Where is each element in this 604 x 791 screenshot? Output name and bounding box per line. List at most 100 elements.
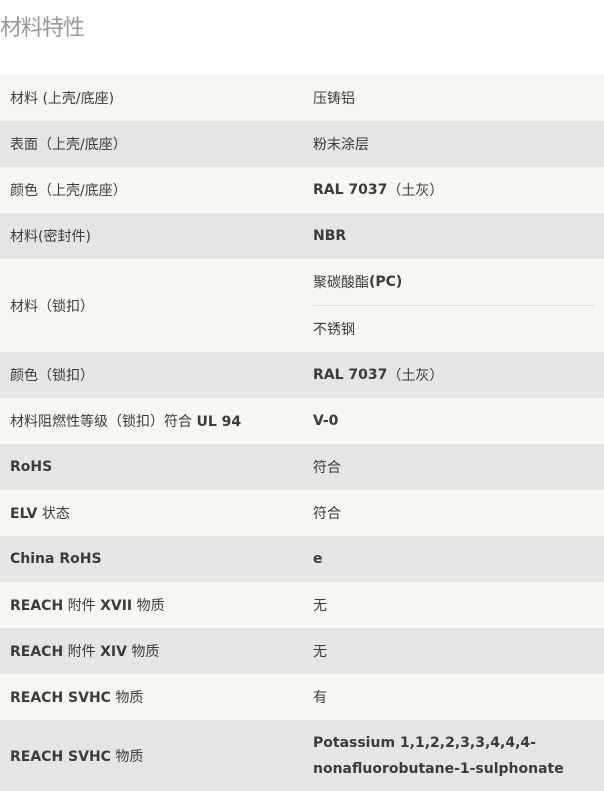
text-segment: REACH SVHC <box>10 690 111 706</box>
text-segment: e <box>313 551 323 567</box>
value-line: V-0 <box>313 398 594 444</box>
table-row: China RoHS e <box>0 536 604 582</box>
text-segment: NBR <box>313 228 347 244</box>
value-line: 不锈钢 <box>313 305 594 352</box>
property-value: 有 <box>313 674 604 720</box>
text-segment: 材料阻燃性等级（锁扣）符合 <box>10 414 197 430</box>
property-label: REACH SVHC 物质 <box>0 674 313 720</box>
table-row: 表面（上壳/底座） 粉末涂层 <box>0 121 604 167</box>
text-segment: UL 94 <box>196 414 242 430</box>
value-line: 符合 <box>313 444 594 490</box>
property-label: REACH SVHC 物质 <box>0 720 313 791</box>
text-segment: 物质 <box>126 644 160 660</box>
property-label: 颜色（上壳/底座） <box>0 167 313 213</box>
text-segment: RAL 7037 <box>313 182 388 198</box>
text-segment: （土灰） <box>387 183 444 199</box>
property-value: Potassium 1,1,2,2,3,3,4,4,4-nonafluorobu… <box>313 720 604 791</box>
value-line: 符合 <box>313 490 594 536</box>
property-value: RAL 7037 （土灰） <box>313 352 604 398</box>
text-segment: XVII <box>100 598 133 614</box>
text-segment: (PC) <box>369 274 403 290</box>
text-segment: XIV <box>100 644 127 660</box>
text-segment: REACH <box>10 598 64 614</box>
text-segment: 符合 <box>313 460 341 476</box>
text-segment: 聚碳酸酯 <box>313 275 369 291</box>
property-label: REACH 附件 XVII 物质 <box>0 582 313 628</box>
property-label: RoHS <box>0 444 313 490</box>
text-segment: 物质 <box>110 690 144 706</box>
property-value: 压铸铝 <box>313 75 604 121</box>
table-row: REACH 附件 XVII 物质无 <box>0 582 604 628</box>
table-row: REACH 附件 XIV 物质无 <box>0 628 604 674</box>
property-value: 粉末涂层 <box>313 121 604 167</box>
text-segment: 颜色（锁扣） <box>10 368 94 384</box>
property-value: V-0 <box>313 398 604 444</box>
value-line: NBR <box>313 213 594 259</box>
property-value: 符合 <box>313 444 604 490</box>
property-label: 材料 (上壳/底座) <box>0 75 313 121</box>
property-value: NBR <box>313 213 604 259</box>
property-label: 表面（上壳/底座） <box>0 121 313 167</box>
property-label: China RoHS <box>0 536 313 582</box>
text-segment: 不锈钢 <box>313 322 355 338</box>
text-segment: 状态 <box>37 506 70 522</box>
property-value: 无 <box>313 582 604 628</box>
text-segment: ELV <box>10 506 38 522</box>
table-row: 材料 (上壳/底座) 压铸铝 <box>0 75 604 121</box>
value-line: RAL 7037 （土灰） <box>313 167 594 213</box>
text-segment: 物质 <box>110 748 144 765</box>
text-segment: 颜色（上壳/底座） <box>10 183 127 199</box>
value-line: 粉末涂层 <box>313 121 594 167</box>
value-line: e <box>313 536 594 582</box>
text-segment: Potassium 1,1,2,2,3,3,4,4,4-nonafluorobu… <box>313 734 564 777</box>
section-title: 材料特性 <box>0 16 85 41</box>
value-line: 压铸铝 <box>313 75 594 121</box>
text-segment: 粉末涂层 <box>313 137 369 153</box>
text-segment: 表面（上壳/底座） <box>10 137 127 153</box>
text-segment: 附件 <box>63 598 101 614</box>
value-line: 有 <box>313 674 594 720</box>
table-row: 颜色（锁扣） RAL 7037 （土灰） <box>0 352 604 398</box>
value-line: 聚碳酸酯 (PC) <box>313 259 594 305</box>
text-segment: 有 <box>313 690 327 706</box>
property-value: RAL 7037 （土灰） <box>313 167 604 213</box>
text-segment: 压铸铝 <box>313 91 355 107</box>
value-line: Potassium 1,1,2,2,3,3,4,4,4-nonafluorobu… <box>313 730 594 782</box>
text-segment: 物质 <box>132 598 165 614</box>
text-segment: RoHS <box>10 459 53 475</box>
text-segment: 无 <box>313 598 327 614</box>
text-segment: REACH SVHC <box>10 748 111 765</box>
table-row: ELV 状态 符合 <box>0 490 604 536</box>
property-value: 无 <box>313 628 604 674</box>
text-segment: RAL 7037 <box>313 367 388 383</box>
text-segment: 材料（锁扣） <box>10 298 94 315</box>
text-segment: V-0 <box>313 413 339 429</box>
property-value: e <box>313 536 604 582</box>
table-row: 材料阻燃性等级（锁扣）符合 UL 94 V-0 <box>0 398 604 444</box>
value-line: RAL 7037 （土灰） <box>313 352 594 398</box>
property-value: 聚碳酸酯 (PC) 不锈钢 <box>313 259 604 352</box>
text-segment: 材料 (上壳/底座) <box>10 91 115 107</box>
text-segment: China RoHS <box>10 551 102 567</box>
value-line: 无 <box>313 582 594 628</box>
property-label: 材料(密封件) <box>0 213 313 259</box>
value-line: 无 <box>313 628 594 674</box>
property-label: 颜色（锁扣） <box>0 352 313 398</box>
table-row: 材料(密封件) NBR <box>0 213 604 259</box>
text-segment: 材料(密封件) <box>10 229 91 245</box>
text-segment: （土灰） <box>387 368 444 384</box>
text-segment: REACH <box>10 644 64 660</box>
text-segment: 无 <box>313 644 327 660</box>
material-properties-table: 材料 (上壳/底座) 压铸铝表面（上壳/底座） 粉末涂层颜色（上壳/底座） RAL 7… <box>0 75 604 791</box>
table-row: 材料（锁扣） 聚碳酸酯 (PC) 不锈钢 <box>0 259 604 352</box>
property-label: 材料阻燃性等级（锁扣）符合 UL 94 <box>0 398 313 444</box>
text-segment: 符合 <box>313 506 341 522</box>
table-row: REACH SVHC 物质 Potassium 1,1,2,2,3,3,4,4,4… <box>0 720 604 791</box>
table-row: REACH SVHC 物质有 <box>0 674 604 720</box>
property-value: 符合 <box>313 490 604 536</box>
table-row: RoHS 符合 <box>0 444 604 490</box>
property-label: ELV 状态 <box>0 490 313 536</box>
property-label: REACH 附件 XIV 物质 <box>0 628 313 674</box>
text-segment: 附件 <box>63 644 101 660</box>
property-label: 材料（锁扣） <box>0 259 313 352</box>
